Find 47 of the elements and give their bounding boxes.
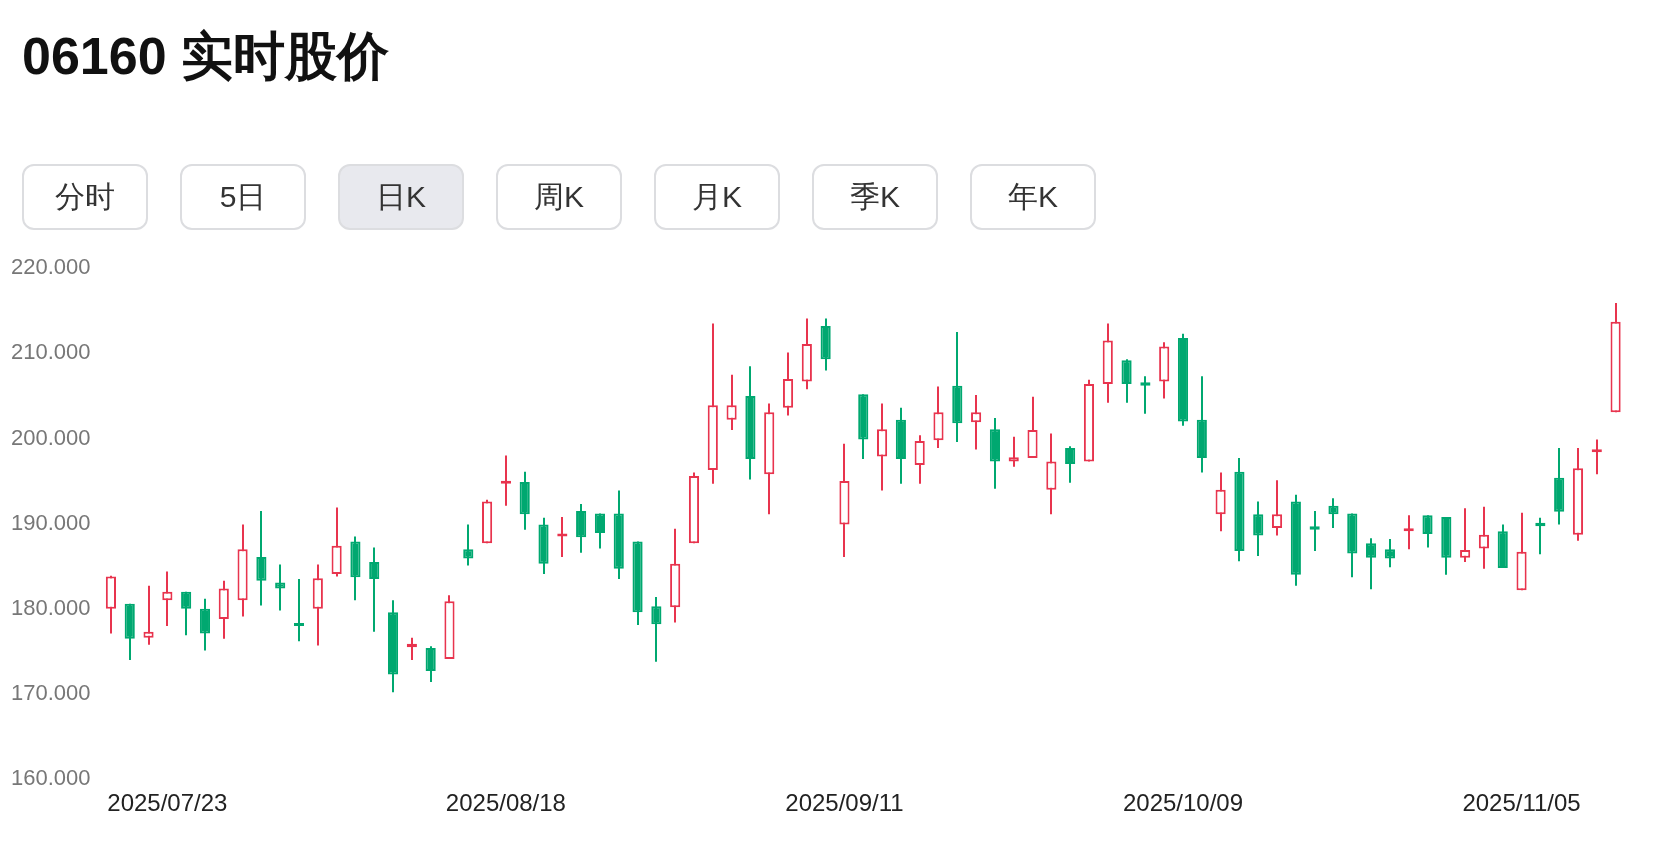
y-tick-label: 210.000 [10, 339, 91, 365]
candlestick [1366, 537, 1377, 591]
candlestick [651, 595, 662, 663]
candlestick [1121, 358, 1132, 404]
candlestick [1008, 435, 1019, 468]
candlestick [576, 503, 587, 554]
candlestick [181, 590, 192, 637]
candlestick [594, 512, 606, 550]
text: 周K [496, 164, 622, 230]
candlestick [971, 394, 982, 451]
candlestick [1253, 500, 1264, 558]
candlestick [1215, 471, 1226, 533]
x-tick-label: 2025/07/23 [107, 789, 228, 817]
y-tick-label: 220.000 [10, 254, 91, 280]
candlestick [1460, 507, 1471, 564]
candlestick [1478, 505, 1490, 570]
text: 日K [338, 164, 464, 230]
candlestick [293, 578, 305, 643]
candlestick [1384, 538, 1395, 569]
y-tick-label: 200.000 [10, 424, 91, 450]
text: 5日 [180, 164, 306, 230]
candlestick [463, 523, 474, 567]
x-tick-label: 2025/11/05 [1462, 789, 1581, 817]
x-tick-label: 2025/08/18 [445, 789, 566, 817]
chart-title: 06160 实时股价 [21, 26, 391, 87]
text: 分时 [22, 164, 148, 230]
x-tick-label: 2025/10/09 [1122, 789, 1244, 817]
text: 季K [812, 164, 938, 230]
candlestick [275, 563, 286, 612]
candlestick [914, 434, 925, 485]
text: 月K [654, 164, 780, 230]
candlestick [1271, 479, 1283, 537]
candlestick [726, 373, 737, 432]
candlestick [425, 645, 436, 684]
y-tick-label: 160.000 [10, 765, 91, 791]
candlestick [369, 546, 380, 633]
y-tick-label: 180.000 [10, 594, 91, 620]
candlestick [876, 402, 888, 492]
candlestick [1328, 497, 1339, 529]
candlestick [199, 597, 211, 652]
text: 年K [970, 164, 1096, 230]
candlestick [256, 509, 267, 607]
candlestick [1422, 514, 1433, 549]
y-tick-label: 170.000 [10, 680, 91, 706]
y-tick-label: 190.000 [10, 509, 91, 535]
x-tick-label: 2025/09/11 [785, 789, 904, 817]
candlestick [143, 584, 154, 646]
